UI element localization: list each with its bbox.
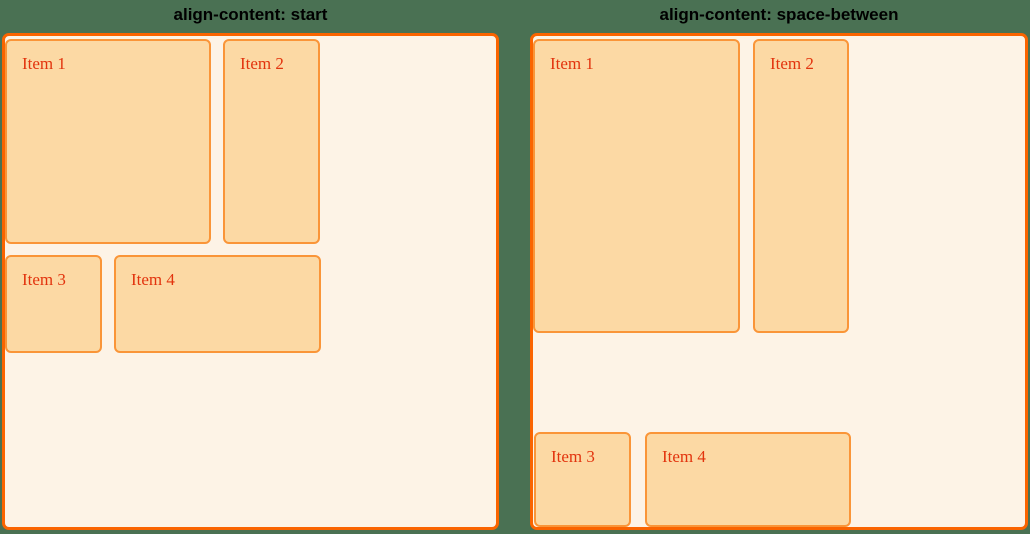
flex-item-2: Item 2 xyxy=(753,39,849,333)
flex-item-1: Item 1 xyxy=(533,39,740,333)
flex-item-1: Item 1 xyxy=(5,39,211,244)
flex-item-4: Item 4 xyxy=(645,432,851,527)
flex-item-2: Item 2 xyxy=(223,39,320,244)
panel-title-align-content-start: align-content: start xyxy=(173,5,328,24)
flex-item-4: Item 4 xyxy=(114,255,321,353)
flex-item-3: Item 3 xyxy=(534,432,631,527)
panel-title-align-content-space-between: align-content: space-between xyxy=(659,5,899,24)
flex-container-start: Item 1 Item 2 Item 3 Item 4 xyxy=(2,33,499,530)
flex-container-space-between: Item 1 Item 2 Item 3 Item 4 xyxy=(530,33,1028,530)
flex-item-3: Item 3 xyxy=(5,255,102,353)
